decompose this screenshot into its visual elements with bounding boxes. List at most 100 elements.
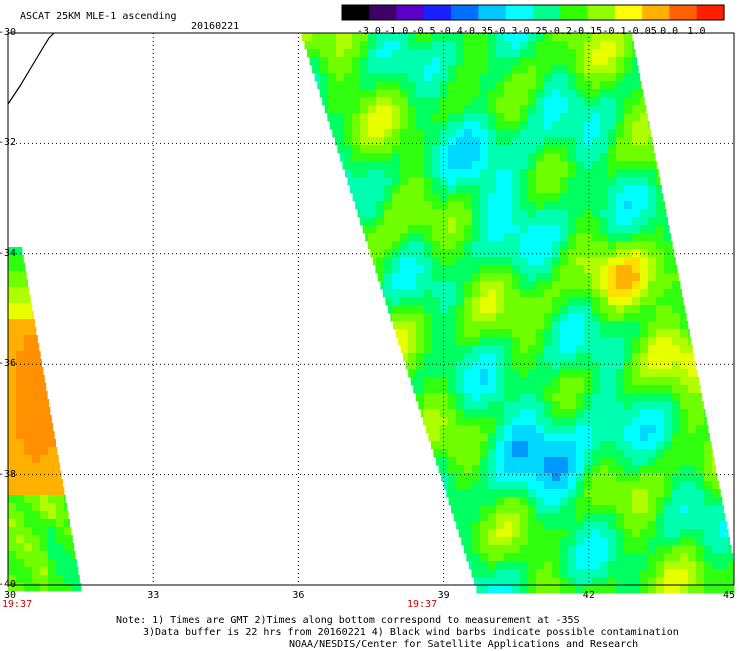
data-cell: [552, 297, 561, 306]
data-cell: [520, 305, 529, 314]
data-cell: [616, 121, 625, 130]
data-cell: [424, 33, 433, 42]
data-cell: [536, 201, 545, 210]
data-cell: [512, 49, 521, 58]
data-cell: [696, 521, 705, 530]
data-cell: [568, 585, 577, 594]
data-cell: [488, 561, 497, 570]
data-cell: [472, 225, 481, 234]
data-cell: [392, 121, 401, 130]
data-cell: [544, 137, 553, 146]
data-cell: [560, 473, 569, 482]
data-cell: [424, 137, 433, 146]
data-cell: [480, 313, 489, 322]
data-cell: [56, 559, 65, 568]
data-cell: [48, 535, 57, 544]
data-cell: [632, 481, 641, 490]
data-cell: [424, 265, 433, 274]
data-cell: [472, 33, 481, 42]
data-cell: [512, 161, 521, 170]
data-cell: [520, 433, 529, 442]
data-cell: [592, 385, 601, 394]
data-cell: [536, 433, 545, 442]
data-cell: [8, 287, 17, 296]
data-cell: [696, 385, 701, 394]
data-cell: [328, 105, 337, 114]
data-cell: [512, 121, 521, 130]
data-cell: [528, 273, 537, 282]
data-cell: [16, 367, 25, 376]
data-cell: [664, 393, 673, 402]
data-cell: [728, 553, 734, 562]
data-cell: [536, 233, 545, 242]
data-cell: [632, 337, 641, 346]
data-cell: [520, 441, 529, 450]
data-cell: [624, 569, 633, 578]
data-cell: [488, 537, 497, 546]
data-cell: [616, 225, 625, 234]
data-cell: [544, 121, 553, 130]
data-cell: [440, 225, 449, 234]
data-cell: [400, 313, 409, 322]
data-cell: [648, 433, 657, 442]
data-cell: [8, 271, 17, 280]
data-cell: [512, 553, 521, 562]
data-cell: [640, 505, 649, 514]
data-cell: [592, 145, 601, 154]
data-cell: [552, 585, 561, 594]
data-cell: [720, 497, 723, 506]
data-cell: [400, 65, 409, 74]
data-cell: [440, 329, 449, 338]
data-cell: [664, 329, 673, 338]
data-cell: [528, 337, 537, 346]
data-cell: [632, 529, 641, 538]
data-cell: [584, 457, 593, 466]
data-cell: [632, 41, 634, 50]
data-cell: [680, 281, 681, 290]
data-cell: [480, 169, 489, 178]
data-cell: [560, 417, 569, 426]
data-cell: [568, 313, 577, 322]
data-cell: [464, 457, 473, 466]
data-cell: [560, 561, 569, 570]
data-cell: [472, 241, 481, 250]
data-cell: [528, 193, 537, 202]
data-cell: [408, 33, 417, 42]
data-cell: [56, 527, 65, 536]
swath-east: [302, 33, 735, 594]
data-cell: [536, 377, 545, 386]
data-cell: [624, 161, 633, 170]
data-cell: [576, 561, 585, 570]
data-cell: [416, 297, 425, 306]
colorbar-tick-label: 0.0: [660, 26, 679, 37]
data-cell: [352, 89, 361, 98]
data-cell: [488, 521, 497, 530]
data-cell: [600, 433, 609, 442]
data-cell: [488, 393, 497, 402]
data-cell: [432, 337, 441, 346]
data-cell: [56, 487, 65, 496]
data-cell: [544, 49, 553, 58]
data-cell: [704, 433, 710, 442]
data-cell: [440, 393, 449, 402]
data-cell: [640, 201, 649, 210]
data-cell: [576, 185, 585, 194]
data-cell: [520, 321, 529, 330]
data-cell: [576, 41, 585, 50]
data-cell: [600, 233, 609, 242]
data-cell: [536, 441, 545, 450]
data-cell: [324, 105, 329, 114]
data-cell: [16, 407, 25, 416]
data-cell: [528, 417, 537, 426]
data-cell: [672, 409, 681, 418]
data-cell: [584, 353, 593, 362]
data-cell: [440, 49, 449, 58]
data-cell: [472, 233, 481, 242]
data-cell: [40, 503, 49, 512]
data-cell: [8, 423, 17, 432]
data-cell: [464, 249, 473, 258]
data-cell: [656, 361, 665, 370]
data-cell: [408, 145, 417, 154]
data-cell: [576, 233, 585, 242]
data-cell: [640, 577, 649, 586]
